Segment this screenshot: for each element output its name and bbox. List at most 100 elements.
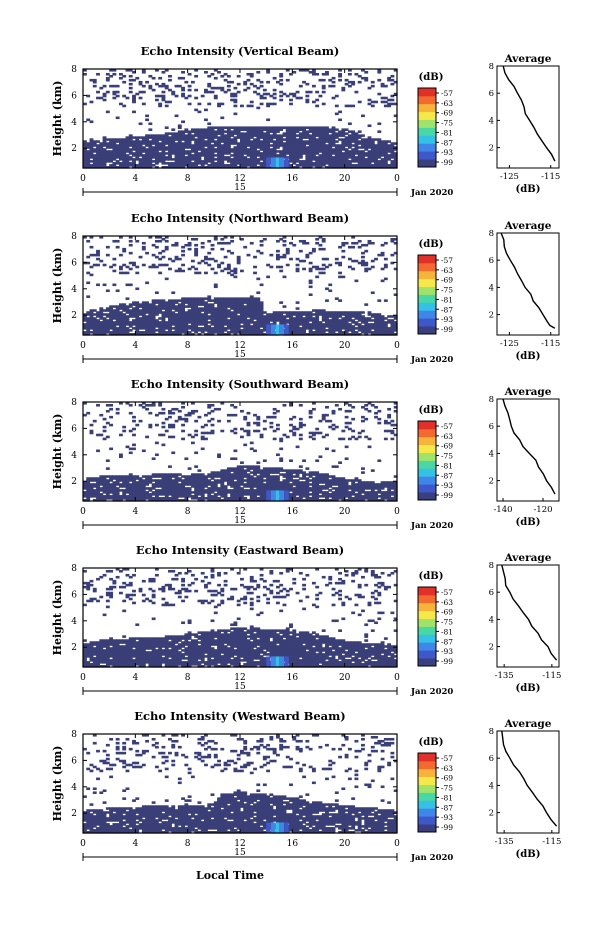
- echo-cell: [286, 264, 290, 267]
- echo-cell: [233, 414, 237, 417]
- heatmap-cells: [83, 402, 398, 502]
- echo-cell: [240, 238, 244, 241]
- echo-cell: [315, 459, 319, 462]
- echo-cell: [142, 450, 146, 453]
- echo-cell: [361, 256, 365, 259]
- echo-cell: [384, 85, 388, 88]
- echo-cell: [328, 289, 332, 292]
- echo-cell: [364, 71, 368, 74]
- echo-cell: [197, 272, 201, 275]
- echo-cell: [328, 420, 332, 423]
- echo-cell: [181, 93, 185, 96]
- echo-cell: [322, 238, 326, 241]
- echo-cell: [90, 274, 94, 277]
- echo-cell: [93, 85, 97, 88]
- echo-cell: [315, 73, 319, 76]
- date-tick-label: 15: [234, 183, 246, 193]
- echo-cell: [250, 442, 254, 445]
- echo-cell: [155, 246, 159, 249]
- echo-cell: [90, 424, 94, 427]
- echo-cell: [250, 105, 254, 108]
- echo-cell: [325, 448, 329, 451]
- echo-cell: [90, 120, 94, 123]
- echo-cell: [240, 461, 244, 464]
- echo-cell: [384, 242, 388, 245]
- echo-cell: [273, 77, 277, 80]
- profile-y-tick-label: 8: [489, 62, 494, 72]
- echo-cell: [305, 95, 309, 98]
- echo-cell: [263, 459, 267, 462]
- echo-cell: [266, 276, 270, 279]
- echo-cell: [260, 301, 264, 304]
- echo-cell: [371, 242, 375, 245]
- echo-cell: [165, 278, 169, 281]
- echo-cell: [325, 406, 329, 409]
- echo-cell: [368, 124, 372, 127]
- echo-cell: [194, 238, 198, 241]
- strong-echo-cell: [271, 324, 275, 335]
- echo-cell: [335, 258, 339, 261]
- echo-cell: [374, 101, 378, 104]
- echo-cell: [126, 297, 130, 300]
- echo-cell: [132, 262, 136, 265]
- echo-cell: [116, 246, 120, 249]
- echo-cell: [103, 284, 107, 287]
- echo-cell: [214, 77, 218, 80]
- echo-cell: [184, 81, 188, 84]
- echo-cell: [296, 91, 300, 94]
- colorbar-tick-label: -63: [441, 99, 453, 108]
- echo-cell: [129, 83, 133, 86]
- echo-cell: [142, 85, 146, 88]
- echo-cell: [142, 91, 146, 94]
- echo-cell: [237, 256, 241, 259]
- echo-cell: [302, 268, 306, 271]
- echo-cell: [165, 85, 169, 88]
- profile-y-tick-label: 8: [489, 229, 494, 239]
- echo-cell: [103, 264, 107, 267]
- echo-cell: [269, 426, 273, 429]
- echo-cell: [299, 250, 303, 253]
- echo-cell: [171, 424, 175, 427]
- strong-echo-patch: [266, 324, 289, 335]
- echo-cell: [260, 244, 264, 247]
- echo-cell: [145, 115, 149, 118]
- echo-cell: [106, 459, 110, 462]
- echo-cell: [181, 264, 185, 267]
- echo-cell: [175, 242, 179, 245]
- echo-cell: [139, 81, 143, 84]
- echo-cell: [165, 246, 169, 249]
- colorbar-tick-label: -69: [441, 109, 453, 118]
- echo-cell: [338, 111, 342, 114]
- echo-cell: [322, 79, 326, 82]
- heatmap-cells: [83, 69, 398, 169]
- profile-title: Average: [504, 220, 552, 232]
- echo-cell: [332, 81, 336, 84]
- echo-cell: [211, 91, 215, 94]
- echo-cell: [171, 128, 175, 131]
- echo-cell: [299, 465, 303, 468]
- x-tick-label: 8: [185, 174, 191, 184]
- echo-cell: [266, 81, 270, 84]
- echo-cell: [253, 266, 257, 269]
- echo-cell: [283, 244, 287, 247]
- echo-cell: [374, 258, 378, 261]
- echo-cell: [119, 434, 123, 437]
- echo-cell: [358, 81, 362, 84]
- echo-cell: [162, 426, 166, 429]
- colorbar-tick-label: -75: [441, 286, 453, 295]
- echo-cell: [286, 79, 290, 82]
- echo-cell: [253, 272, 257, 275]
- echo-cell: [338, 299, 342, 302]
- echo-cell: [217, 408, 221, 411]
- echo-cell: [348, 73, 352, 76]
- strong-echo-cell: [284, 157, 288, 168]
- echo-cell: [289, 258, 293, 261]
- echo-cell: [256, 71, 260, 74]
- echo-cell: [96, 91, 100, 94]
- echo-cell: [116, 95, 120, 98]
- x-tick-label: 4: [132, 174, 138, 184]
- echo-cell: [188, 73, 192, 76]
- echo-cell: [135, 240, 139, 243]
- echo-cell: [390, 99, 394, 102]
- profile-x-tick-label: -115: [541, 172, 560, 182]
